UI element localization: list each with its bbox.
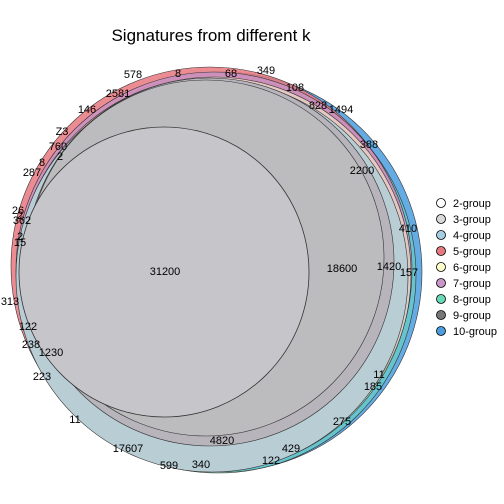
region-label: 313 xyxy=(1,296,19,308)
region-label: 146 xyxy=(78,104,96,116)
region-label: 1230 xyxy=(39,347,63,359)
region-label: Z3 xyxy=(56,126,69,138)
region-label: 349 xyxy=(257,65,275,77)
region-label: 760 xyxy=(49,141,67,153)
legend-label: 8-group xyxy=(453,294,491,306)
region-label: 828 xyxy=(309,100,327,112)
region-label: 122 xyxy=(262,455,280,467)
region-label: 578 xyxy=(124,69,142,81)
region-label: 362 xyxy=(13,215,31,227)
region-label: 2 xyxy=(17,231,23,243)
region-label: 11 xyxy=(69,414,80,426)
legend-label: 4-group xyxy=(453,230,491,242)
legend-label: 10-group xyxy=(453,326,497,338)
legend-label: 2-group xyxy=(453,198,491,210)
legend-swatch xyxy=(436,294,446,304)
region-label: 157 xyxy=(400,267,418,279)
legend-label: 3-group xyxy=(453,214,491,226)
region-label: 2581 xyxy=(106,88,130,100)
chart-title: Signatures from different k xyxy=(111,26,311,45)
region-label: 108 xyxy=(286,82,304,94)
region-label: 223 xyxy=(33,371,51,383)
set-2-group xyxy=(18,126,310,418)
region-label: 410 xyxy=(399,223,417,235)
region-label: 287 xyxy=(23,167,41,179)
region-label: 122 xyxy=(19,321,37,333)
region-label: 18600 xyxy=(327,263,358,275)
region-label: 185 xyxy=(364,381,382,393)
region-label: 340 xyxy=(192,459,210,471)
region-label: 4820 xyxy=(210,435,234,447)
region-label: 2200 xyxy=(350,165,374,177)
region-label: 1494 xyxy=(329,104,353,116)
region-label: 8 xyxy=(175,68,181,80)
legend-swatch xyxy=(436,198,446,208)
legend-swatch xyxy=(436,214,446,224)
legend-label: 6-group xyxy=(453,262,491,274)
legend-swatch xyxy=(436,262,446,272)
region-label: 2 xyxy=(57,151,63,163)
legend-swatch xyxy=(436,326,446,336)
legend-swatch xyxy=(436,310,446,320)
region-label: 15 xyxy=(14,237,26,249)
legend-swatch xyxy=(436,278,446,288)
legend-label: 9-group xyxy=(453,310,491,322)
region-label: 17607 xyxy=(113,443,144,455)
region-label: 2 xyxy=(17,210,23,222)
legend-label: 7-group xyxy=(453,278,491,290)
region-label: 26 xyxy=(12,205,24,217)
region-label: 31200 xyxy=(150,266,181,278)
legend-label: 5-group xyxy=(453,246,491,258)
region-label: 429 xyxy=(282,443,300,455)
region-label: 8 xyxy=(39,157,45,169)
legend-swatch xyxy=(436,230,446,240)
venn-sets xyxy=(10,66,423,474)
region-label: 599 xyxy=(160,460,178,472)
legend: 2-group 3-group 4-group 5-group 6-group 7-gro… xyxy=(436,198,497,338)
region-label: 238 xyxy=(22,339,40,351)
region-label: 1420 xyxy=(377,261,401,273)
region-label: 11 xyxy=(373,369,384,381)
region-label: 68 xyxy=(225,68,237,80)
region-label: 388 xyxy=(360,139,378,151)
region-label: 275 xyxy=(333,416,351,428)
legend-swatch xyxy=(436,246,446,256)
